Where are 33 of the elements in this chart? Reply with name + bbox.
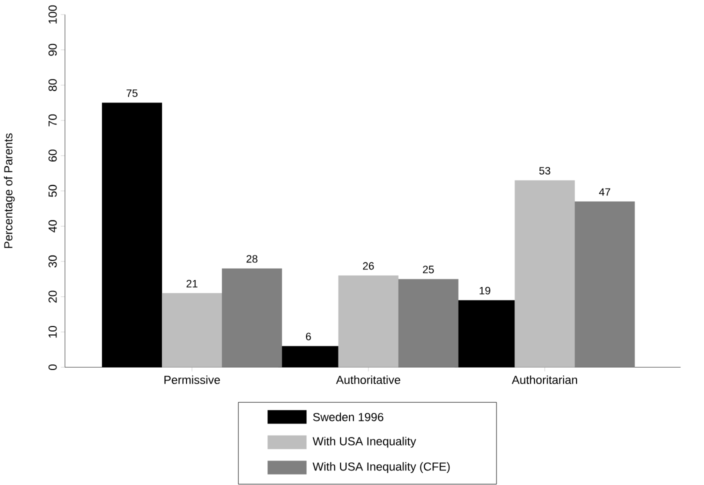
data-label: 75 [126,89,138,97]
y-tick-label: 0 [48,364,57,370]
data-label: 6 [306,332,311,340]
y-tick-label: 50 [48,184,57,197]
data-label: 19 [480,286,490,294]
data-label: 47 [599,188,610,196]
data-label: 53 [539,166,550,174]
y-tick-label: 60 [48,150,57,162]
y-tick-label: 20 [48,290,57,303]
data-label: 25 [422,266,434,274]
x-tick-label: Authoritarian [512,375,578,384]
bar [398,278,458,368]
y-tick-label: 10 [48,326,57,338]
x-tick-label: Permissive [164,375,220,384]
legend-label: Sweden 1996 [313,412,384,422]
bar [338,275,398,368]
legend-label: With USA Inequality [312,436,416,448]
y-tick-label: 30 [48,255,57,268]
bar [514,180,575,368]
bar [574,201,635,368]
y-axis-title: Percentage of Parents [4,133,15,248]
data-label: 28 [246,255,258,263]
y-tick-label: 80 [48,79,57,92]
data-label: 21 [186,280,198,288]
x-tick-label: Authoritative [336,375,400,384]
y-tick-label: 70 [48,114,57,126]
y-tick-label: 90 [48,44,57,56]
y-tick-label: 40 [48,220,57,232]
data-label: 26 [362,262,374,270]
bar [162,293,222,368]
y-tick-label: 100 [48,5,57,24]
legend-label: With USA Inequality (CFE) [312,462,450,473]
bar [222,268,282,368]
